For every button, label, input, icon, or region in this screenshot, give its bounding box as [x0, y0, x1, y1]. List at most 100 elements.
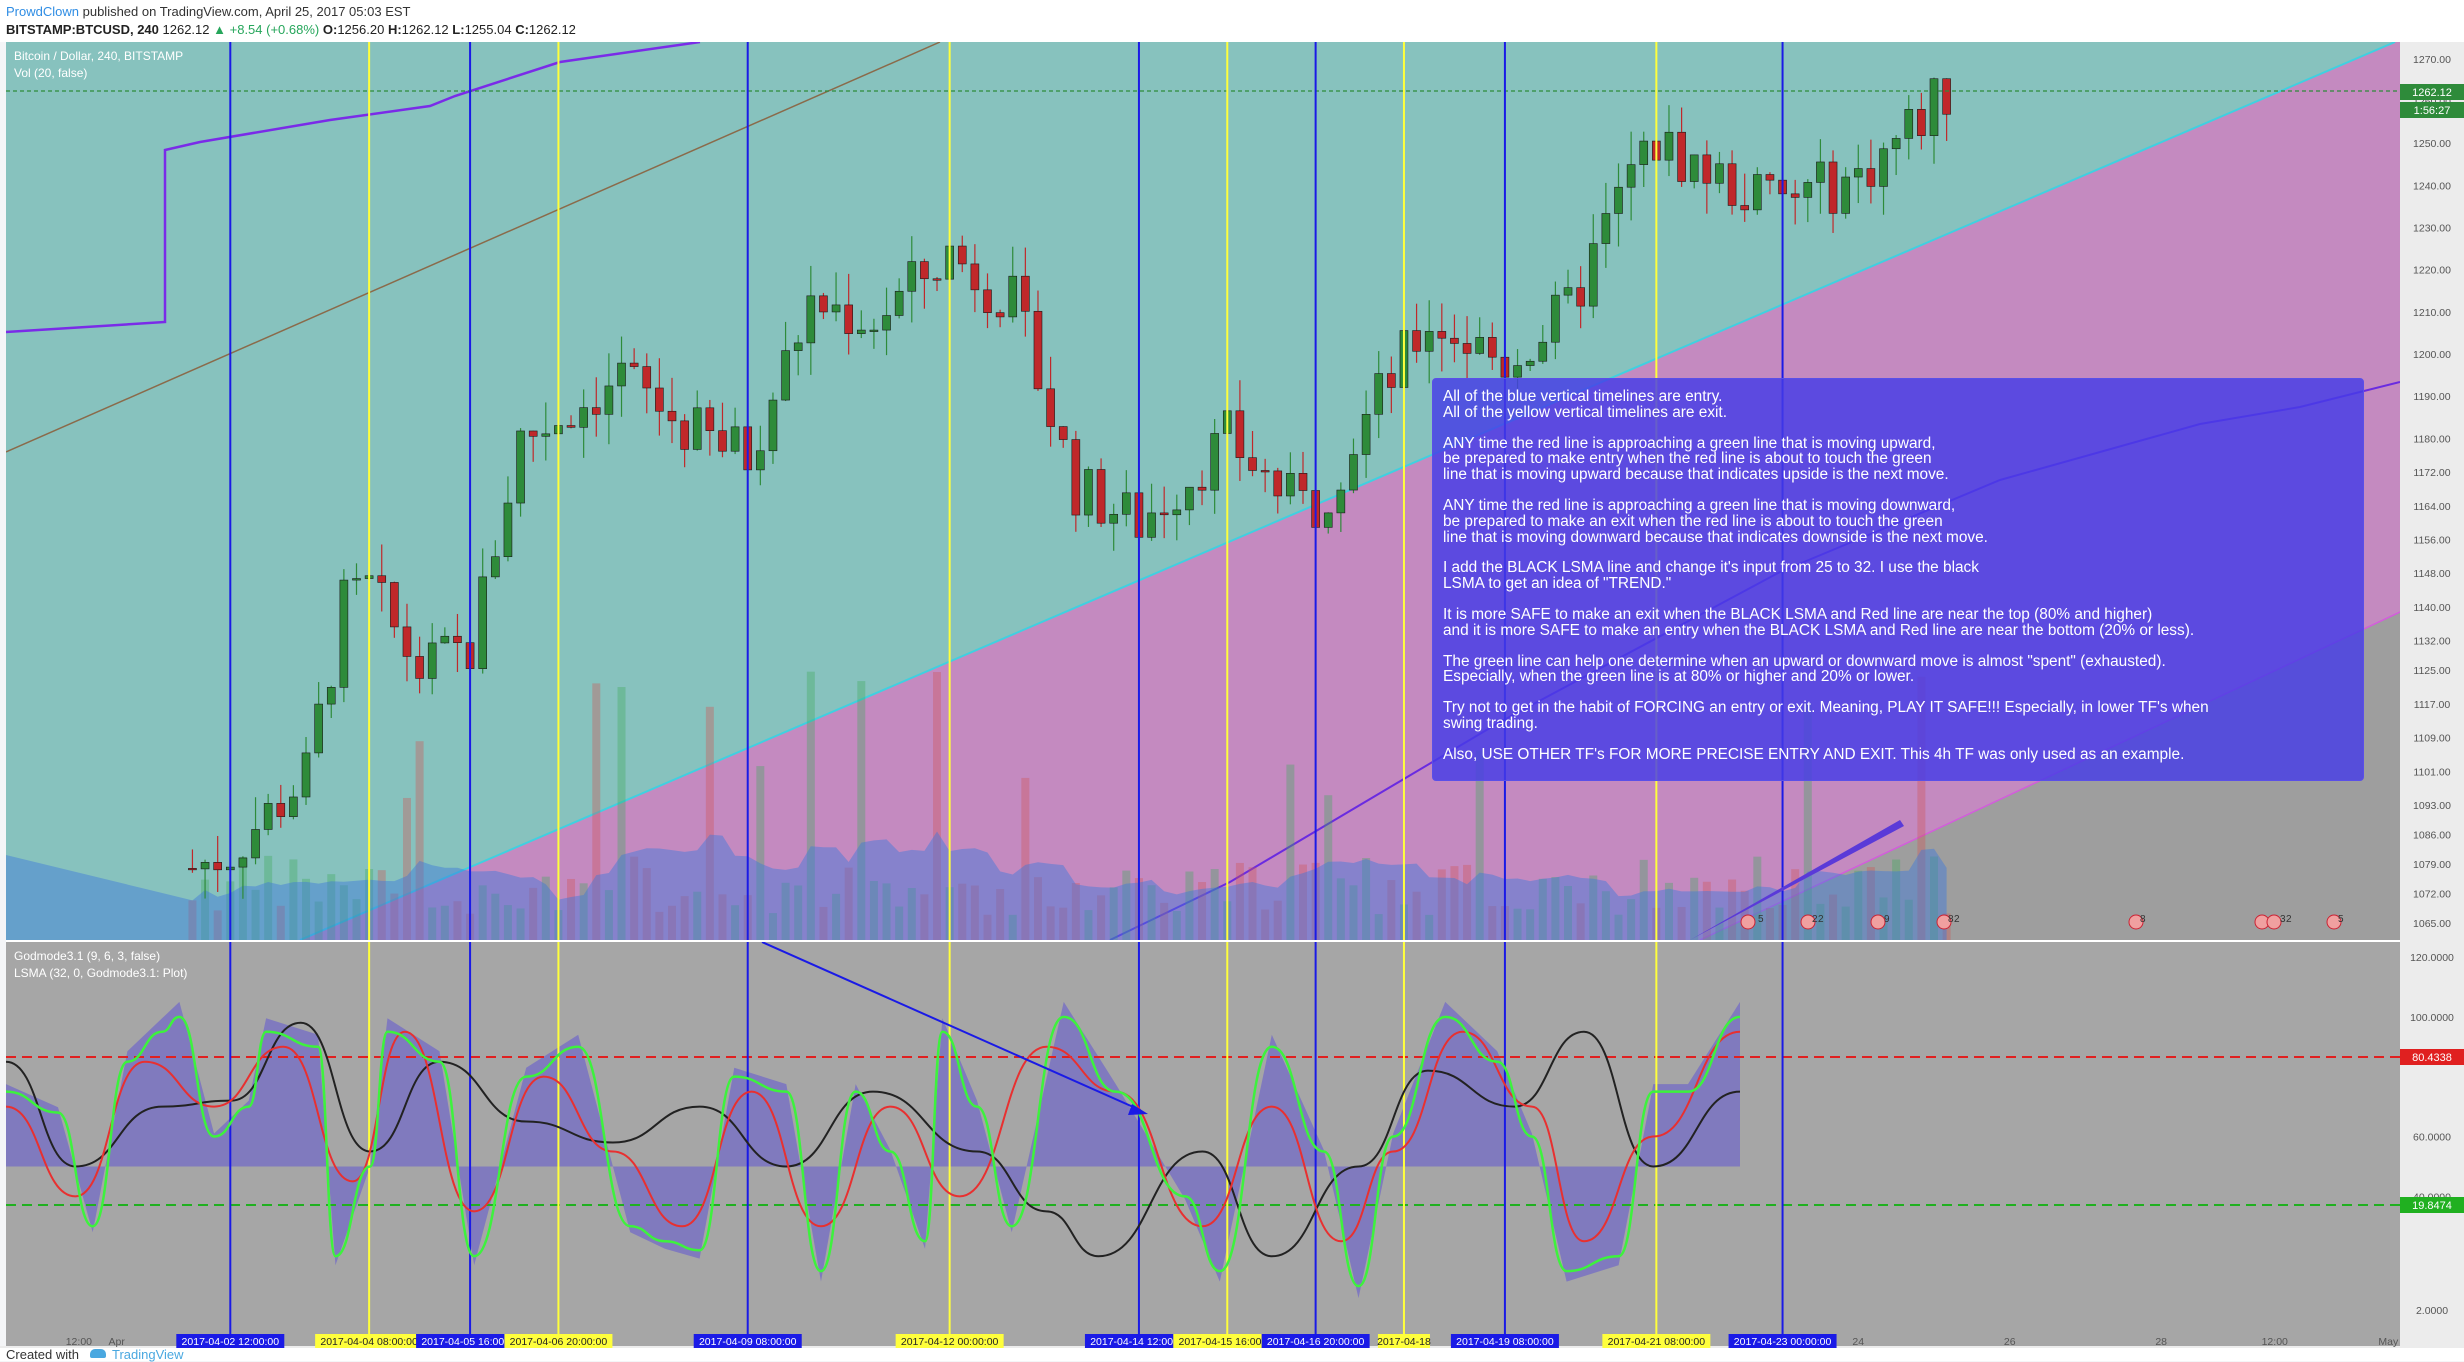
volume-bar: [1235, 862, 1244, 940]
annotation-paragraph: It is more SAFE to make an exit when the…: [1443, 605, 2195, 639]
lsma-line: [6, 1021, 1741, 1258]
volume-legend[interactable]: Vol (20, false): [14, 66, 87, 80]
candle-up: [1803, 182, 1813, 198]
price-change: ▲ +8.54 (+0.68%): [213, 22, 320, 37]
lsma-legend[interactable]: LSMA (32, 0, Godmode3.1: Plot): [14, 966, 187, 980]
time-marker-tag: [1261, 1334, 1370, 1348]
candle-up: [806, 295, 816, 344]
volume-bar: [1614, 914, 1623, 940]
volume-bar: [1109, 887, 1118, 940]
upper-channel-line: [299, 42, 2396, 940]
time-marker-label: 2017-04-04 08:00:00: [320, 1336, 418, 1348]
close-value: 1262.12: [528, 22, 576, 37]
candle-up: [200, 862, 210, 870]
open-value: 1256.20: [337, 22, 385, 37]
candle-up: [730, 426, 740, 452]
candle-down: [1387, 373, 1396, 388]
volume-bar: [1349, 885, 1358, 940]
candle-up: [1109, 513, 1118, 524]
volume-bar: [289, 859, 298, 940]
candle-down: [528, 430, 538, 437]
candle-down: [566, 425, 576, 428]
annotation-callout[interactable]: All of the blue vertical timelines are e…: [1432, 378, 2364, 781]
price-tick: 1148.00: [2413, 568, 2450, 580]
price-tick: 1164.00: [2413, 501, 2450, 513]
volume-bar: [1627, 899, 1636, 940]
candle-down: [1702, 154, 1712, 184]
candle-up: [516, 430, 525, 504]
candle-down: [642, 366, 652, 389]
candle-down: [705, 407, 715, 431]
time-tick-labels: 12:00Apr1224262812:00May35: [66, 1336, 2399, 1348]
volume-bar: [529, 887, 538, 940]
volume-bar: [1122, 870, 1131, 940]
price-axis[interactable]: 1270.001260.001250.001240.001230.001220.…: [2400, 42, 2464, 1348]
godmode-legend[interactable]: Godmode3.1 (9, 6, 3, false): [14, 949, 160, 963]
volume-bar: [731, 905, 740, 940]
candle-up: [1210, 433, 1219, 491]
volume-bar: [1071, 883, 1080, 940]
tradingview-brand[interactable]: TradingView: [112, 1347, 184, 1362]
candle-up: [1929, 78, 1939, 136]
annotation-paragraph: Try not to get in the habit of FORCING a…: [1443, 699, 2209, 732]
candle-down: [718, 430, 727, 452]
volume-bar: [1463, 864, 1472, 940]
volume-bar: [705, 706, 714, 940]
volume-bar: [1362, 858, 1371, 940]
volume-bar: [1854, 870, 1863, 940]
volume-bar: [1803, 702, 1812, 940]
godmode-line: [6, 1015, 1741, 1288]
event-badge[interactable]: [2128, 914, 2144, 930]
volume-bar: [1841, 906, 1850, 940]
candle-up: [907, 261, 917, 292]
candle-up: [1904, 109, 1914, 139]
candle-up: [1853, 168, 1863, 178]
symbol-label: BITSTAMP:BTCUSD, 240: [6, 22, 159, 37]
author-link[interactable]: ProwdClown: [6, 4, 79, 19]
volume-bar: [604, 890, 613, 940]
volume-bar: [1046, 906, 1055, 940]
event-badge[interactable]: [1936, 914, 1952, 930]
signal-line: [6, 1030, 1741, 1243]
volume-bar: [895, 906, 904, 940]
high-label: H:: [387, 22, 402, 37]
volume-bar: [1904, 899, 1913, 940]
candle-up: [579, 407, 588, 428]
price-tick: 1190.00: [2413, 391, 2450, 403]
event-badge[interactable]: [1800, 914, 1816, 930]
event-badge[interactable]: [2266, 914, 2282, 930]
lower-band-tag-text: 19.8474: [2412, 1200, 2452, 1212]
price-legend-title[interactable]: Bitcoin / Dollar, 240, BITSTAMP: [14, 49, 183, 63]
volume-bar: [1299, 864, 1307, 940]
time-axis[interactable]: 12:00Apr1224262812:00May35 2017-04-02 12…: [0, 1334, 2464, 1348]
candle-down: [1248, 457, 1257, 471]
candle-up: [1336, 489, 1346, 514]
time-marker-tag: [1602, 1334, 1711, 1348]
time-marker-tag: [315, 1334, 424, 1348]
oscillator-background: [6, 942, 2400, 1346]
time-marker-label: 2017-04-14 12:00:00: [1090, 1336, 1188, 1348]
time-marker-tag: [1173, 1334, 1282, 1348]
candle-down: [655, 387, 664, 412]
event-badge[interactable]: [2326, 914, 2342, 930]
candle-up: [1122, 492, 1131, 515]
publish-text: published on TradingView.com, April 25, …: [82, 4, 411, 19]
event-badge[interactable]: [1740, 914, 1756, 930]
volume-bar: [882, 883, 891, 940]
volume-bar: [213, 910, 222, 940]
volume-bar: [302, 878, 311, 940]
volume-bar: [1425, 914, 1434, 940]
time-marker-tag: [176, 1334, 285, 1348]
event-badge[interactable]: [1870, 914, 1886, 930]
candle-down: [1298, 473, 1308, 491]
oscillator-pane[interactable]: Godmode3.1 (9, 6, 3, false) LSMA (32, 0,…: [6, 942, 2400, 1346]
candle-down: [1866, 168, 1876, 187]
volume-bar: [1210, 869, 1219, 940]
candle-up: [1185, 486, 1194, 511]
time-marker-label: 2017-04-06 20:00:00: [510, 1336, 608, 1348]
volume-bar: [1816, 903, 1825, 940]
candle-up: [1715, 163, 1724, 184]
volume-bar: [1791, 869, 1800, 940]
volume-bar: [516, 908, 525, 940]
volume-bar: [1892, 859, 1901, 940]
